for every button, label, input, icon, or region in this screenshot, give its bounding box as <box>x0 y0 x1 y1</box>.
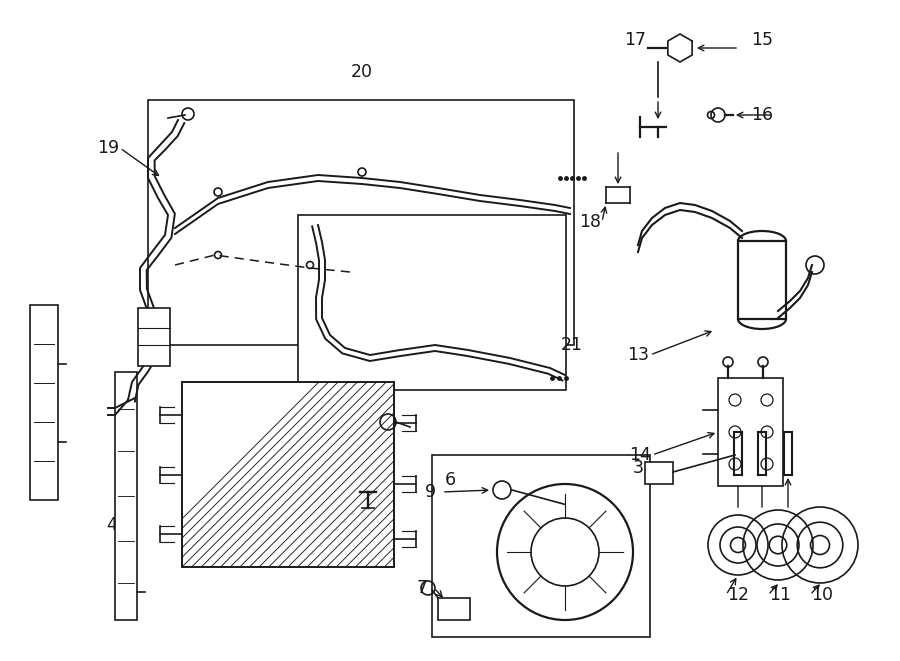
Text: 6: 6 <box>445 471 455 489</box>
Text: 15: 15 <box>751 31 773 49</box>
Text: 22: 22 <box>327 409 349 427</box>
Text: 18: 18 <box>579 213 601 231</box>
Text: 19: 19 <box>97 139 119 157</box>
Text: 8: 8 <box>754 439 766 457</box>
Bar <box>148 100 574 345</box>
Text: 7: 7 <box>417 579 428 597</box>
Text: 1: 1 <box>190 419 201 437</box>
Bar <box>432 455 650 637</box>
Text: 11: 11 <box>769 586 791 604</box>
Text: 14: 14 <box>629 446 651 464</box>
Text: 21: 21 <box>561 336 583 354</box>
Bar <box>438 598 470 620</box>
Bar <box>645 462 673 484</box>
Bar <box>182 382 394 567</box>
Bar <box>182 382 394 567</box>
Bar <box>138 308 170 366</box>
Bar <box>738 241 786 319</box>
Text: 5: 5 <box>37 349 48 367</box>
Text: 9: 9 <box>425 483 436 501</box>
Text: 10: 10 <box>811 586 833 604</box>
Text: 4: 4 <box>106 516 117 534</box>
Text: 16: 16 <box>751 106 773 124</box>
Text: 2: 2 <box>345 459 356 477</box>
Text: 12: 12 <box>727 586 749 604</box>
Text: 13: 13 <box>627 346 649 364</box>
Bar <box>30 305 58 500</box>
Text: 20: 20 <box>351 63 373 81</box>
Text: 3: 3 <box>633 459 643 477</box>
Text: 17: 17 <box>624 31 646 49</box>
Bar <box>115 372 137 620</box>
Bar <box>298 215 566 390</box>
Bar <box>718 378 783 486</box>
